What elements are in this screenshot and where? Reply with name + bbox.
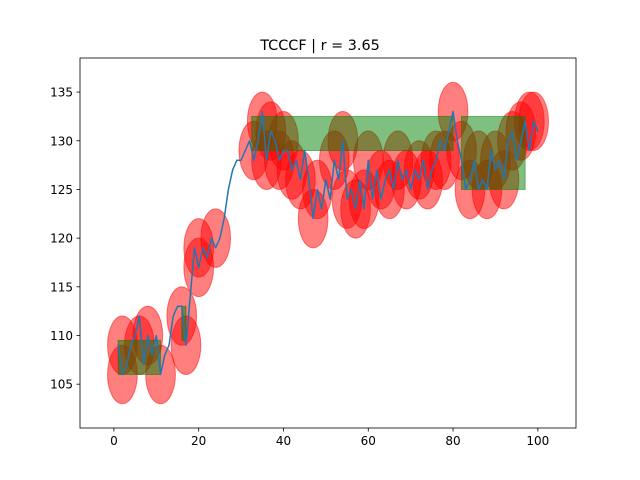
y-tick-label: 120 (50, 232, 73, 246)
x-tick-label: 0 (110, 434, 118, 448)
y-tick-label: 135 (50, 86, 73, 100)
x-tick-label: 60 (361, 434, 376, 448)
axes-frame (79, 57, 577, 429)
y-tick-label: 105 (50, 378, 73, 392)
plot-area (107, 81, 549, 405)
y-tick-label: 125 (50, 183, 73, 197)
y-tick-label: 130 (50, 134, 73, 148)
chart-title: TCCCF | r = 3.65 (259, 38, 380, 54)
range-rectangle (251, 115, 454, 151)
x-tick-label: 100 (526, 434, 549, 448)
axes: 0 20 40 60 80 100 105 110 115 120 125 130 135 (50, 86, 549, 448)
x-tick-label: 20 (191, 434, 206, 448)
y-tick-label: 110 (50, 329, 73, 343)
ellipse-marker (200, 208, 231, 268)
series-line (117, 110, 539, 376)
x-tick-label: 80 (445, 434, 460, 448)
y-tick-label: 115 (50, 280, 73, 294)
x-tick-label: 40 (276, 434, 291, 448)
range-rectangle (461, 115, 526, 190)
